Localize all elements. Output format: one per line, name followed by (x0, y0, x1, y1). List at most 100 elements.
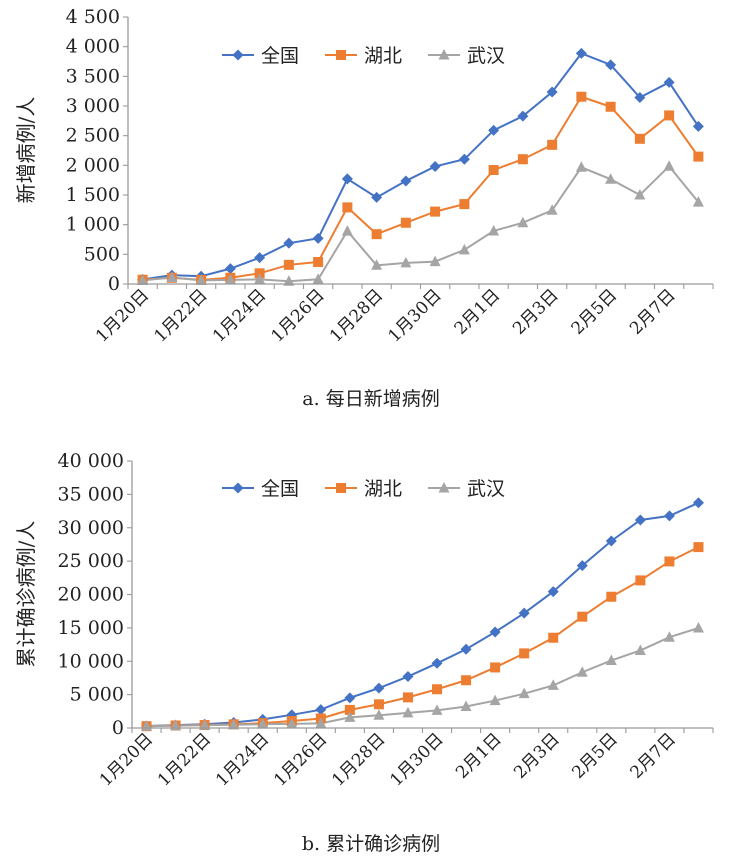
data-point-series-0 (634, 92, 646, 104)
data-point-series-2 (195, 274, 207, 285)
x-tick-label: 2月5日 (568, 285, 621, 338)
data-point-series-0 (283, 237, 295, 249)
data-point-series-1 (461, 675, 472, 686)
data-point-series-1 (430, 206, 441, 217)
legend-marker (438, 49, 450, 60)
y-tick-label: 0 (108, 273, 120, 295)
data-point-series-2 (547, 679, 559, 690)
data-point-series-2 (228, 718, 240, 730)
data-point-series-2 (517, 216, 529, 228)
y-tick-label: 3 000 (66, 95, 120, 117)
data-point-series-0 (488, 124, 500, 136)
y-tick-label: 2 500 (66, 125, 120, 147)
data-point-series-2 (605, 173, 617, 184)
y-tick-label: 15 000 (58, 617, 124, 639)
x-tick-label: 1月24日 (209, 285, 270, 346)
data-point-series-2 (489, 694, 501, 706)
data-point-series-2 (315, 717, 327, 728)
data-point-series-0 (576, 560, 588, 572)
x-tick-label: 1月26日 (268, 285, 329, 346)
series-line-1 (142, 95, 700, 281)
data-point-series-0 (431, 657, 443, 669)
data-point-series-0 (312, 232, 324, 244)
x-tick-label: 1月22日 (154, 729, 215, 790)
data-point-series-1 (488, 165, 499, 176)
y-tick-label: 5 000 (70, 684, 124, 706)
data-point-series-1 (519, 648, 530, 659)
data-point-series-2 (488, 224, 500, 236)
data-point-series-0 (460, 643, 472, 655)
data-point-series-2 (371, 259, 383, 270)
data-point-series-1 (254, 268, 265, 279)
data-point-series-2 (518, 687, 530, 699)
data-point-series-2 (546, 204, 558, 215)
data-point-series-1 (373, 699, 384, 710)
data-point-series-0 (546, 86, 558, 98)
data-point-series-2 (634, 644, 646, 655)
data-point-series-0 (547, 586, 559, 598)
x-tick-label: 1月30日 (385, 285, 446, 346)
data-point-series-2 (634, 188, 646, 200)
x-tick-label: 2月7日 (626, 285, 679, 338)
x-tick-label: 1月28日 (328, 729, 389, 790)
data-point-series-1 (547, 139, 558, 150)
data-point-series-2 (137, 274, 149, 285)
data-point-series-2 (257, 718, 269, 729)
data-point-series-0 (663, 76, 675, 88)
data-point-series-2 (402, 706, 414, 718)
series-line-0 (142, 52, 700, 281)
data-point-series-1 (517, 154, 528, 165)
y-tick-label: 30 000 (58, 517, 124, 539)
data-point-series-0 (371, 191, 383, 203)
data-point-series-0 (341, 173, 353, 185)
data-point-series-1 (635, 575, 646, 586)
data-point-series-1 (459, 199, 470, 210)
data-point-series-1 (490, 662, 501, 673)
data-point-series-0 (605, 59, 617, 71)
data-point-series-2 (460, 700, 472, 712)
data-point-series-0 (517, 110, 529, 122)
y-tick-label: 1 500 (66, 184, 120, 206)
data-point-series-1 (606, 591, 617, 602)
data-point-series-2 (400, 256, 412, 268)
data-point-series-0 (518, 607, 530, 619)
legend-label: 湖北 (364, 478, 402, 500)
data-point-series-1 (400, 217, 411, 228)
x-tick-label: 1月24日 (212, 729, 273, 790)
data-point-series-2 (166, 271, 178, 282)
data-point-series-0 (634, 514, 646, 526)
y-tick-label: 500 (84, 243, 120, 265)
data-point-series-2 (692, 196, 704, 207)
legend-marker (232, 482, 244, 494)
y-axis-label: 累计确诊病例/人 (14, 521, 38, 668)
y-axis-label: 新增病例/人 (14, 97, 38, 204)
data-point-series-2 (341, 225, 353, 236)
data-point-series-1 (634, 133, 645, 144)
data-point-series-1 (344, 704, 355, 715)
data-point-series-0 (489, 626, 501, 638)
x-tick-label: 1月20日 (96, 729, 157, 790)
x-tick-label: 2月3日 (509, 285, 562, 338)
data-point-series-1 (342, 202, 353, 213)
data-point-series-1 (548, 632, 559, 643)
data-point-series-1 (371, 229, 382, 240)
x-tick-label: 1月30日 (386, 729, 447, 790)
data-point-series-2 (199, 719, 211, 730)
series-line-1 (146, 546, 699, 728)
data-point-series-1 (313, 256, 324, 267)
y-tick-label: 35 000 (58, 483, 124, 505)
legend-marker (336, 483, 346, 493)
data-point-series-2 (663, 160, 675, 171)
x-tick-label: 1月28日 (326, 285, 387, 346)
data-point-series-2 (429, 255, 441, 267)
data-point-series-2 (312, 273, 324, 284)
y-tick-label: 20 000 (58, 584, 124, 606)
data-point-series-1 (576, 91, 587, 102)
y-tick-label: 2 000 (66, 154, 120, 176)
data-point-series-0 (344, 692, 356, 704)
data-point-series-1 (664, 556, 675, 567)
data-point-series-0 (663, 510, 675, 522)
y-tick-label: 4 000 (66, 36, 120, 58)
data-point-series-2 (431, 704, 443, 715)
y-tick-label: 4 500 (66, 6, 120, 28)
